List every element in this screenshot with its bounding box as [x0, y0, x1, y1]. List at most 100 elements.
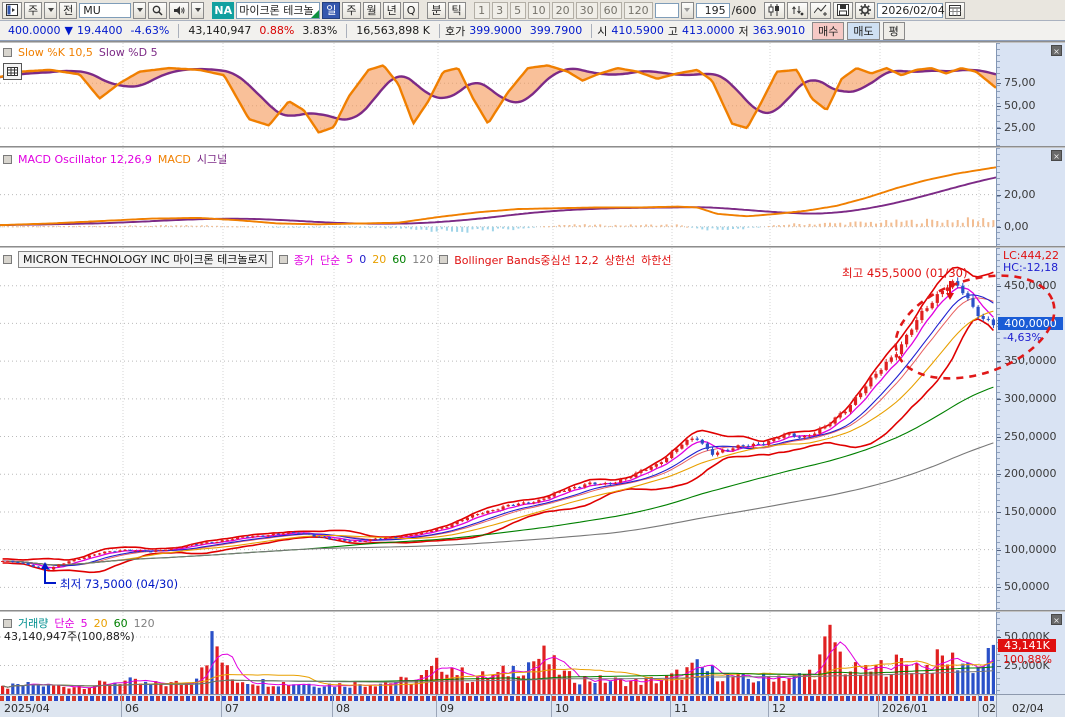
panel-collapse-box[interactable] — [3, 48, 12, 57]
tick-button[interactable]: 틱 — [447, 1, 466, 19]
stochastic-axis[interactable]: × 75,00 50,00 25,00 — [996, 43, 1065, 146]
bollinger-legend: Bollinger Bands중심선 12,2 — [454, 253, 599, 267]
bid-price: 399.9000 — [469, 24, 522, 37]
symbol-input[interactable]: MU — [79, 2, 132, 18]
search-button[interactable] — [148, 1, 168, 19]
grid-table-icon — [7, 67, 18, 76]
zigzag-line-icon — [814, 4, 828, 16]
price-change: 19.4400 — [76, 24, 123, 37]
period-quick-dropdown[interactable] — [44, 1, 58, 19]
period-quarter-button[interactable]: Q — [402, 1, 420, 19]
window-icon — [6, 4, 18, 16]
price-change-pct: -4.63% — [130, 24, 170, 37]
lc-value: LC:444,22 — [1003, 249, 1060, 262]
axis-tick-label: 50,00 — [1004, 98, 1036, 112]
chevron-down-icon — [136, 8, 143, 12]
macd-plot[interactable] — [0, 148, 996, 246]
volume-ma-type-legend: 단순 — [54, 617, 75, 630]
settings-button[interactable] — [855, 1, 876, 19]
volume-ma5-legend: 5 — [80, 616, 88, 630]
interval-dropdown[interactable] — [680, 1, 694, 19]
stochastic-panel: Slow %K 10,5 Slow %D 5 — [0, 43, 996, 146]
buy-button[interactable]: 매수 — [812, 21, 845, 40]
volume-plot[interactable] — [0, 612, 996, 694]
axis-tick-label: 350,0000 — [1004, 354, 1057, 368]
interval-1-button[interactable]: 1 — [473, 1, 490, 19]
ma-type-legend: 단순 — [320, 253, 341, 267]
axis-tick-label: 150,0000 — [1004, 504, 1057, 518]
interval-60-button[interactable]: 60 — [599, 1, 622, 19]
volume-ma120-legend: 120 — [133, 616, 155, 630]
symbol-dropdown[interactable] — [133, 1, 147, 19]
sell-button[interactable]: 매도 — [847, 21, 880, 40]
interval-120-button[interactable]: 120 — [623, 1, 653, 19]
period-year-button[interactable]: 년 — [382, 1, 401, 19]
rate2: 3.83% — [302, 24, 338, 37]
interval-3-button[interactable]: 3 — [491, 1, 508, 19]
bollinger-upper-legend: 상한선 — [604, 253, 636, 267]
volume-axis[interactable]: × 43,141K 100,88% 50,000K 25,000K — [996, 612, 1065, 694]
date-input[interactable]: 2026/02/04 — [877, 2, 945, 18]
price-plot[interactable] — [0, 248, 996, 610]
last-date-label: 02/04 — [1012, 702, 1044, 715]
interval-30-button[interactable]: 30 — [575, 1, 598, 19]
open-price: 410.5900 — [611, 24, 664, 37]
interval-20-button[interactable]: 20 — [551, 1, 574, 19]
panel-collapse-box[interactable] — [3, 255, 12, 264]
chart-type-button[interactable] — [764, 1, 786, 19]
panel-collapse-box[interactable] — [3, 154, 12, 164]
period-week-button[interactable]: 주 — [342, 1, 361, 19]
avg-button[interactable]: 평 — [882, 21, 905, 40]
macd-axis[interactable]: × 20,00 0,00 — [996, 148, 1065, 246]
calendar-button[interactable] — [945, 1, 966, 19]
period-quick-button[interactable]: 주 — [24, 1, 43, 19]
jeon-button[interactable]: 전 — [59, 1, 78, 19]
volume-value: 43,140,947 — [188, 24, 252, 37]
minute-button[interactable]: 분 — [427, 1, 446, 19]
interval-5-button[interactable]: 5 — [509, 1, 526, 19]
quote-bar: 400.0000 ▼ 19.4400 -4.63% 43,140,947 0.8… — [0, 21, 1065, 41]
panel-close-button[interactable]: × — [1051, 150, 1062, 161]
date-label: 11 — [674, 702, 688, 715]
sound-dropdown[interactable] — [191, 1, 205, 19]
candlestick-icon — [768, 4, 780, 16]
axis-tick-label: 450,0000 — [1004, 278, 1057, 292]
window-layout-button[interactable] — [2, 1, 22, 19]
panel-close-button[interactable]: × — [1051, 45, 1062, 56]
compare-button[interactable] — [787, 1, 809, 19]
macd-signal-legend: 시그널 — [196, 153, 228, 166]
stochastic-plot[interactable] — [0, 43, 996, 146]
macd-osc-legend: MACD Oscillator 12,26,9 — [18, 152, 152, 166]
scroll-position-strip[interactable] — [0, 696, 996, 701]
stock-name-field[interactable]: 마이크론 테크놀 — [236, 1, 321, 19]
save-button[interactable] — [833, 1, 854, 19]
panel-collapse-box[interactable] — [3, 618, 12, 628]
volume-ma20-legend: 20 — [93, 616, 108, 630]
current-price: 400.0000 — [8, 24, 61, 37]
speaker-icon — [174, 5, 185, 15]
bollinger-lower-legend: 하한선 — [641, 253, 672, 267]
legend-collapse-box[interactable] — [278, 255, 288, 264]
period-month-button[interactable]: 월 — [362, 1, 381, 19]
candle-count-input[interactable]: 195 — [695, 2, 730, 18]
price-axis[interactable]: LC:444,22 HC:-12,18 400,0000 -4,63% 450,… — [996, 248, 1065, 610]
interval-custom-input[interactable] — [654, 2, 679, 18]
period-day-button[interactable]: 일 — [322, 1, 341, 19]
date-label: 2026/01 — [882, 702, 928, 715]
panel-close-button[interactable]: × — [1051, 614, 1062, 625]
boll-collapse-box[interactable] — [439, 255, 449, 264]
volume-ma60-legend: 60 — [113, 616, 128, 630]
sound-button[interactable] — [169, 1, 190, 19]
ma120-legend: 120 — [412, 253, 434, 266]
axis-tick-label: 25,000K — [1004, 658, 1050, 672]
date-label: 10 — [555, 702, 569, 715]
indicator-table-button[interactable] — [3, 63, 22, 80]
axis-tick-label: 300,0000 — [1004, 391, 1057, 405]
ask-price: 399.7900 — [529, 24, 583, 37]
low-price: 363.9010 — [752, 24, 806, 37]
rate1: 0.88% — [259, 24, 295, 37]
trendline-button[interactable] — [810, 1, 832, 19]
interval-10-button[interactable]: 10 — [527, 1, 550, 19]
link-corner-icon — [311, 9, 320, 18]
calendar-icon — [949, 5, 962, 16]
